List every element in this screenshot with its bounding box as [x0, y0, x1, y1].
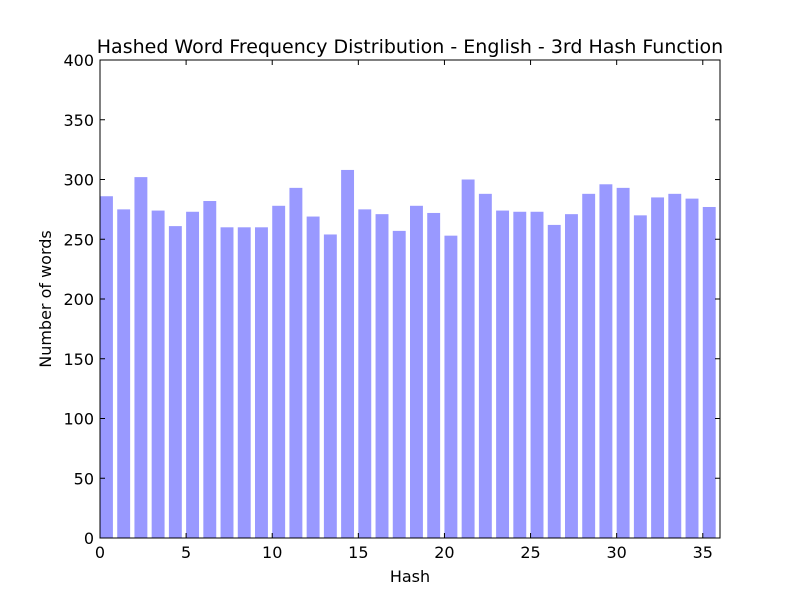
bar-26: [547, 224, 561, 538]
y-tick-label: 200: [63, 290, 94, 309]
x-axis-label: Hash: [390, 567, 430, 586]
bar-31: [633, 215, 647, 538]
x-tick-label: 25: [520, 543, 540, 562]
bar-4: [168, 226, 182, 539]
bar-27: [565, 214, 578, 538]
y-tick-label: 400: [63, 51, 94, 70]
bar-32: [651, 197, 665, 539]
bar-22: [478, 193, 492, 538]
bar-14: [341, 169, 355, 538]
bar-30: [616, 187, 630, 539]
x-tick-label: 35: [693, 543, 713, 562]
bar-5: [186, 211, 200, 538]
bar-11: [289, 187, 303, 539]
bar-28: [582, 193, 596, 538]
bar-2: [134, 177, 148, 539]
bars-layer: [100, 169, 716, 539]
y-tick-label: 300: [63, 171, 94, 190]
y-tick-label: 0: [84, 529, 94, 548]
bar-18: [410, 205, 423, 539]
x-tick-label: 20: [434, 543, 454, 562]
y-tick-label: 100: [63, 410, 94, 429]
bar-23: [496, 210, 510, 538]
bar-3: [151, 210, 165, 538]
x-tick-label: 15: [348, 543, 368, 562]
y-tick-label: 250: [63, 230, 94, 249]
y-tick-label: 150: [63, 350, 94, 369]
bar-21: [461, 179, 475, 538]
x-tick-label: 0: [95, 543, 105, 562]
bar-17: [392, 230, 406, 538]
bar-16: [375, 214, 389, 538]
x-tick-label: 30: [606, 543, 626, 562]
bar-1: [117, 209, 131, 538]
bar-19: [427, 212, 441, 538]
bar-0: [100, 196, 113, 539]
bar-13: [323, 234, 337, 538]
bar-29: [599, 184, 613, 538]
chart-title: Hashed Word Frequency Distribution - Eng…: [97, 36, 723, 58]
bar-25: [530, 211, 544, 538]
bar-8: [237, 227, 251, 539]
x-tick-label: 5: [181, 543, 191, 562]
x-tick-label: 10: [262, 543, 282, 562]
bar-24: [513, 211, 527, 538]
bar-12: [306, 216, 320, 539]
bar-35: [702, 206, 716, 539]
y-axis-label: Number of words: [36, 230, 55, 368]
bar-10: [272, 205, 286, 539]
bar-6: [203, 201, 217, 538]
plot-frame: [99, 59, 721, 539]
y-tick-label: 50: [74, 469, 94, 488]
bar-20: [444, 235, 458, 539]
bar-7: [220, 227, 234, 539]
bar-9: [255, 227, 268, 539]
y-tick-label: 350: [63, 111, 94, 130]
bar-33: [668, 193, 682, 538]
bar-15: [358, 209, 372, 538]
bar-34: [685, 198, 699, 538]
